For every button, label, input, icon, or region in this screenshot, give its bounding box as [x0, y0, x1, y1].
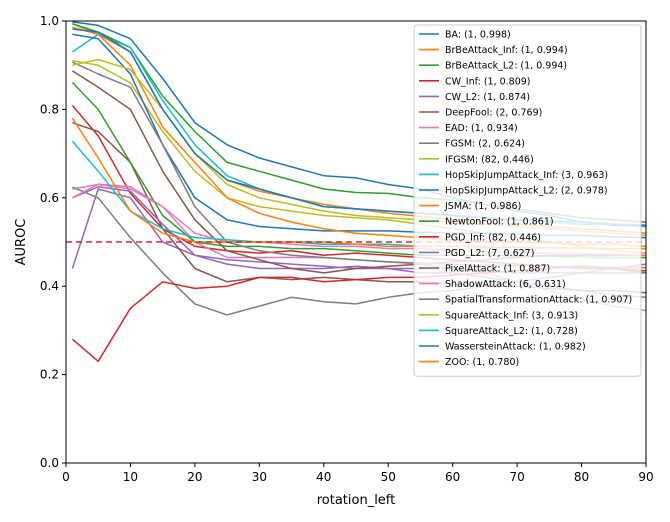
- legend-entry: SquareAttack_Inf: (3, 0.913): [445, 310, 578, 321]
- x-tick-label: 70: [509, 470, 524, 484]
- x-tick-label: 40: [316, 470, 331, 484]
- y-tick-label: 0.4: [40, 279, 59, 293]
- x-tick-label: 90: [638, 470, 653, 484]
- legend-entry: PGD_Inf: (82, 0.446): [445, 232, 541, 243]
- legend-box: [413, 24, 642, 377]
- y-tick-label: 0.8: [40, 102, 59, 116]
- x-axis: 0 10 20 30 40 50 60 70 80 90: [62, 463, 654, 484]
- legend-entry: WassersteinAttack: (1, 0.982): [445, 342, 586, 353]
- legend-entry: FGSM: (2, 0.624): [445, 139, 525, 150]
- legend-entry: SpatialTransformationAttack: (1, 0.907): [445, 295, 632, 306]
- x-tick-label: 20: [187, 470, 202, 484]
- legend-entry: BrBeAttack_Inf: (1, 0.994): [445, 45, 568, 56]
- y-tick-label: 0.6: [40, 191, 59, 205]
- legend-entry: BrBeAttack_L2: (1, 0.994): [445, 61, 567, 72]
- legend-entry: BA: (1, 0.998): [445, 30, 511, 41]
- legend-entry: ZOO: (1, 0.780): [445, 357, 519, 368]
- legend-entry: ShadowAttack: (6, 0.631): [445, 279, 566, 290]
- legend-entry: PixelAttack: (1, 0.887): [445, 264, 550, 275]
- legend-entry: CW_Inf: (1, 0.809): [445, 76, 531, 87]
- legend-entry: JSMA: (1, 0.986): [444, 201, 521, 212]
- x-axis-label: rotation_left: [317, 493, 396, 508]
- legend-entry: SquareAttack_L2: (1, 0.728): [445, 326, 578, 337]
- y-axis-label: AUROC: [14, 219, 29, 266]
- y-tick-label: 0.2: [40, 368, 59, 382]
- axes-frame: [65, 20, 647, 464]
- legend-entry: DeepFool: (2, 0.769): [445, 108, 542, 119]
- y-tick-label: 1.0: [40, 14, 59, 28]
- legend: BA: (1, 0.998) BrBeAttack_Inf: (1, 0.994)…: [413, 24, 642, 377]
- legend-entry: PGD_L2: (7, 0.627): [445, 248, 534, 259]
- legend-entry: HopSkipJumpAttack_Inf: (3, 0.963): [445, 170, 608, 181]
- y-axis: 0.0 0.2 0.4 0.6 0.8 1.0: [40, 14, 66, 470]
- legend-entry: EAD: (1, 0.934): [445, 123, 518, 134]
- x-tick-label: 50: [381, 470, 396, 484]
- x-tick-label: 10: [123, 470, 138, 484]
- x-tick-label: 80: [574, 470, 589, 484]
- legend-entry: IFGSM: (82, 0.446): [445, 154, 534, 165]
- x-tick-label: 0: [62, 470, 70, 484]
- legend-entry: HopSkipJumpAttack_L2: (2, 0.978): [445, 186, 608, 197]
- x-tick-label: 30: [252, 470, 267, 484]
- legend-entry: CW_L2: (1, 0.874): [445, 92, 530, 103]
- y-tick-label: 0.0: [40, 456, 59, 470]
- legend-entry: NewtonFool: (1, 0.861): [445, 217, 554, 228]
- x-tick-label: 60: [445, 470, 460, 484]
